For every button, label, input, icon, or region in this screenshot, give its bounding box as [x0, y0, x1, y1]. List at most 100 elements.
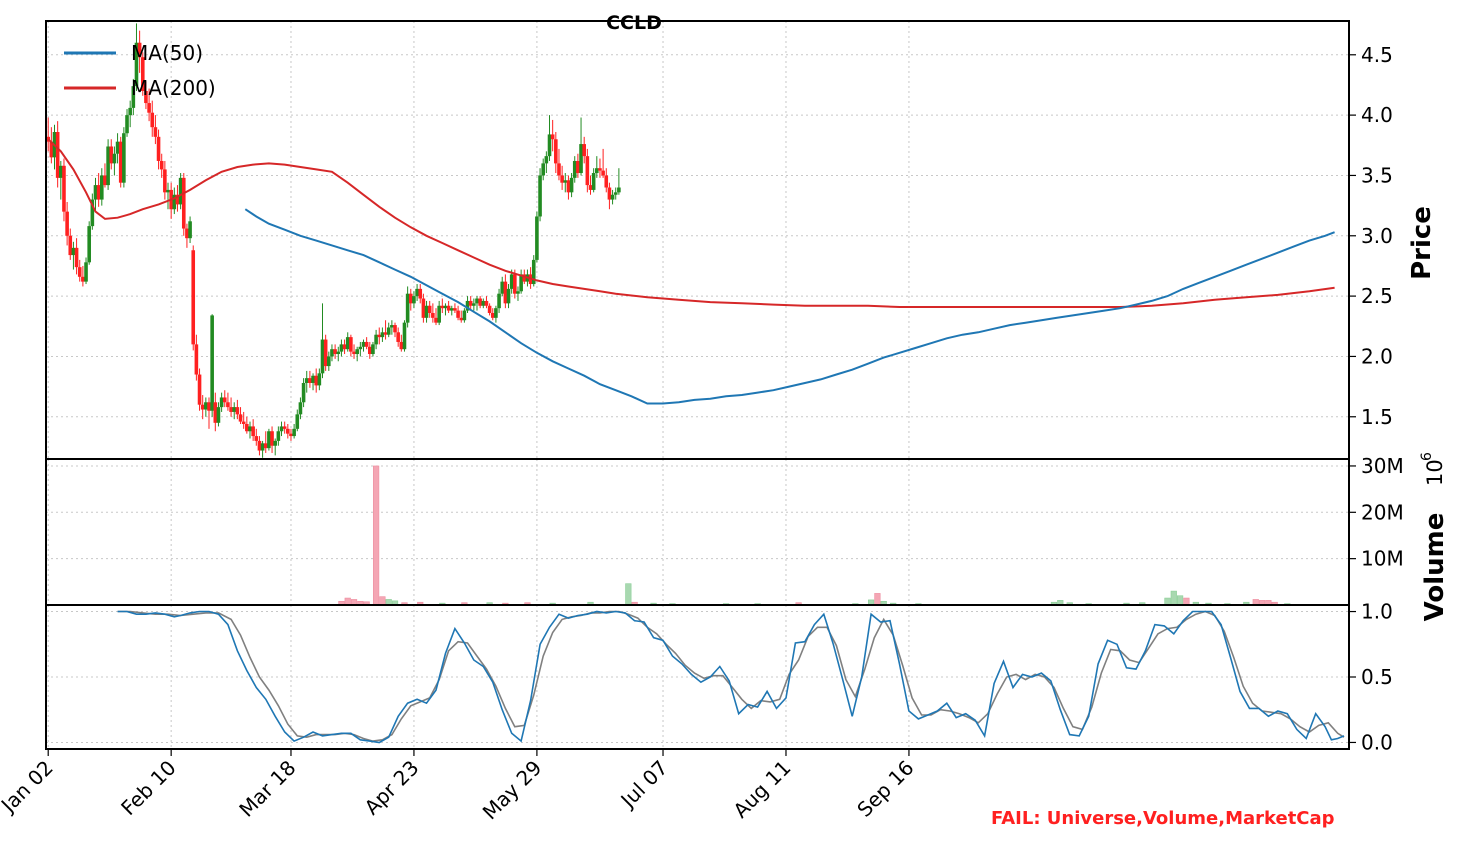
candle-body [229, 407, 233, 412]
candle [358, 341, 363, 357]
candle-body [456, 310, 460, 318]
x-axis: Jan 02 Feb 10 Mar 18 Apr 23 May 29 Jul 07 Aug … [0, 749, 918, 824]
candle-body [279, 426, 284, 432]
candle-body [440, 305, 445, 309]
candle [128, 100, 132, 128]
candle-body [81, 276, 85, 282]
candle [535, 211, 539, 263]
candle-body [185, 228, 189, 239]
candle-body [257, 440, 262, 451]
candle [541, 158, 546, 181]
candle-body [304, 378, 309, 383]
candle-body [96, 185, 101, 200]
candle [554, 132, 558, 174]
candle-body [424, 305, 429, 318]
candle-body [342, 344, 347, 350]
candle [446, 300, 451, 313]
candle-body [140, 57, 145, 91]
volume-bar [1170, 590, 1177, 606]
candle-body [434, 317, 438, 323]
candle [295, 409, 300, 432]
candle [576, 153, 580, 178]
candle-body [336, 351, 341, 355]
candle [270, 426, 274, 453]
candle [390, 320, 394, 335]
stoch-tick-label: 1.0 [1361, 600, 1393, 624]
candle-body [191, 250, 196, 345]
candle-body [522, 274, 527, 282]
candle [308, 370, 312, 388]
candle [134, 23, 139, 91]
candle-body [260, 443, 265, 451]
candle-body [506, 288, 511, 304]
candle [254, 428, 259, 446]
candle-body [137, 42, 142, 58]
candle-body [371, 344, 375, 355]
candle [484, 296, 489, 309]
price-tick-label: 4.5 [1361, 43, 1393, 67]
candle-body [181, 177, 186, 229]
candle-body [579, 144, 583, 174]
candle [418, 284, 423, 304]
candle-body [380, 332, 385, 338]
candle [531, 255, 536, 287]
candle [396, 327, 400, 347]
candle [465, 296, 470, 313]
price-tick-label: 2.5 [1361, 284, 1393, 308]
candle-body [503, 281, 508, 304]
candle [150, 100, 155, 137]
candle-body [55, 132, 60, 178]
candle-body [125, 115, 129, 134]
candle [311, 373, 315, 391]
candle-body [367, 346, 372, 355]
candle-body [292, 428, 296, 437]
candle-body [386, 327, 391, 335]
candle [585, 148, 590, 193]
volume-tick-label: 10M [1361, 547, 1404, 571]
candle [374, 329, 378, 350]
candle [582, 136, 586, 164]
candle-body [99, 175, 104, 200]
candle-body [572, 160, 577, 178]
candle [516, 286, 520, 301]
candle-body [402, 322, 407, 350]
candle [462, 308, 467, 323]
candle [260, 440, 265, 458]
ma50-line [244, 208, 1335, 405]
candle [131, 78, 136, 116]
candle [472, 298, 476, 311]
candle [367, 341, 372, 359]
volume-tick-label: 30M [1361, 454, 1404, 478]
candle-body [330, 349, 334, 357]
candle-body [374, 334, 378, 345]
candle [282, 421, 287, 434]
candle-body [178, 177, 183, 205]
candle [257, 436, 262, 456]
candle-body [131, 86, 136, 108]
candle [604, 168, 609, 193]
candle-body [516, 291, 520, 294]
candle [122, 127, 126, 188]
candle [317, 368, 322, 391]
x-tick-label: Jul 07 [615, 756, 673, 814]
candle-body [204, 402, 208, 410]
candle [607, 182, 612, 210]
candle-body [62, 165, 66, 212]
volume-bar [373, 465, 380, 606]
candle-body [159, 160, 164, 170]
candle-body [582, 144, 586, 157]
candle-body [393, 325, 397, 333]
candle [181, 173, 186, 236]
x-tick-label: Apr 23 [360, 756, 424, 820]
candle-body [500, 281, 505, 294]
candle-body [364, 341, 369, 347]
candle [431, 303, 435, 323]
candle-body [200, 404, 205, 410]
candle-body [349, 337, 353, 352]
stoch-d-line [117, 610, 1345, 742]
candle [144, 81, 148, 110]
candle-body [355, 349, 359, 355]
candle-body [535, 216, 539, 260]
candle [279, 421, 284, 437]
